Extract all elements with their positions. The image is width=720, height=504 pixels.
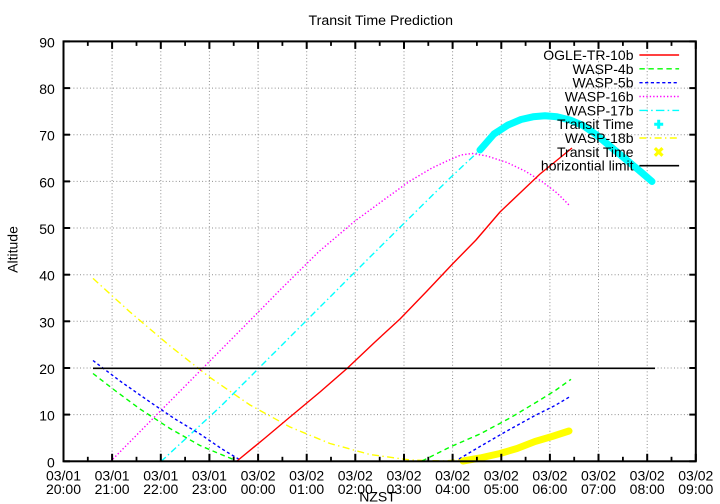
svg-text:WASP-5b: WASP-5b — [573, 75, 634, 91]
svg-text:Altitude: Altitude — [5, 226, 21, 273]
svg-text:WASP-17b: WASP-17b — [565, 102, 634, 118]
svg-text:WASP-4b: WASP-4b — [573, 61, 634, 77]
svg-text:03/02: 03/02 — [289, 467, 324, 483]
svg-text:Transit Time Prediction: Transit Time Prediction — [309, 13, 454, 29]
svg-text:03/02: 03/02 — [241, 467, 276, 483]
svg-text:10: 10 — [39, 408, 55, 424]
svg-text:90: 90 — [39, 34, 55, 50]
svg-text:03/01: 03/01 — [143, 467, 178, 483]
svg-text:03/02: 03/02 — [678, 467, 713, 483]
svg-text:WASP-18b: WASP-18b — [565, 130, 634, 146]
svg-text:01:00: 01:00 — [289, 481, 324, 497]
svg-text:03/02: 03/02 — [386, 467, 421, 483]
svg-text:22:00: 22:00 — [143, 481, 178, 497]
svg-text:0: 0 — [47, 454, 55, 470]
svg-text:08:00: 08:00 — [630, 481, 665, 497]
svg-text:60: 60 — [39, 174, 55, 190]
svg-text:07:00: 07:00 — [581, 481, 616, 497]
svg-text:03/01: 03/01 — [46, 467, 81, 483]
svg-text:00:00: 00:00 — [241, 481, 276, 497]
svg-text:03/02: 03/02 — [630, 467, 665, 483]
svg-text:horizontial limit: horizontial limit — [541, 158, 634, 174]
svg-text:03/02: 03/02 — [532, 467, 567, 483]
svg-text:03/01: 03/01 — [192, 467, 227, 483]
svg-text:OGLE-TR-10b: OGLE-TR-10b — [543, 47, 633, 63]
svg-text:23:00: 23:00 — [192, 481, 227, 497]
svg-text:02:00: 02:00 — [338, 481, 373, 497]
svg-text:80: 80 — [39, 81, 55, 97]
svg-text:21:00: 21:00 — [95, 481, 130, 497]
svg-text:70: 70 — [39, 128, 55, 144]
svg-text:20:00: 20:00 — [46, 481, 81, 497]
svg-text:WASP-16b: WASP-16b — [565, 89, 634, 105]
svg-text:03/02: 03/02 — [435, 467, 470, 483]
svg-text:03/01: 03/01 — [95, 467, 130, 483]
svg-text:40: 40 — [39, 268, 55, 284]
svg-text:30: 30 — [39, 314, 55, 330]
svg-text:03/02: 03/02 — [484, 467, 519, 483]
svg-text:03/02: 03/02 — [581, 467, 616, 483]
svg-text:09:00: 09:00 — [678, 481, 713, 497]
svg-text:NZST: NZST — [359, 488, 396, 504]
svg-text:03/02: 03/02 — [338, 467, 373, 483]
svg-text:05:00: 05:00 — [484, 481, 519, 497]
svg-text:Transit Time: Transit Time — [557, 116, 634, 132]
svg-text:06:00: 06:00 — [532, 481, 567, 497]
svg-text:20: 20 — [39, 361, 55, 377]
svg-text:50: 50 — [39, 221, 55, 237]
svg-text:03:00: 03:00 — [386, 481, 421, 497]
svg-text:04:00: 04:00 — [435, 481, 470, 497]
svg-text:Transit Time: Transit Time — [557, 144, 634, 160]
